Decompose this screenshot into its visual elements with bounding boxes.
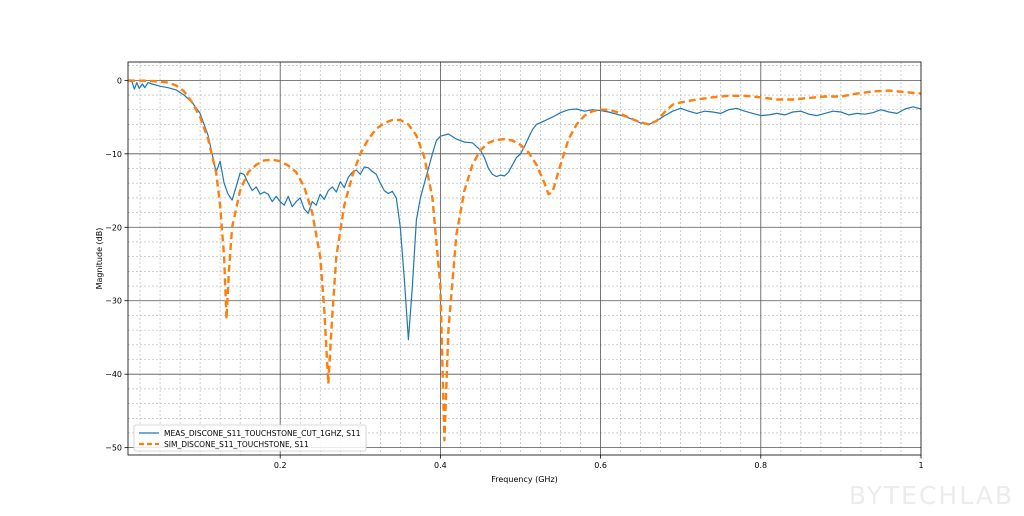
series-line-meas — [127, 79, 922, 341]
legend-label-sim: SIM_DISCONE_S11_TOUCHSTONE, S11 — [164, 440, 309, 449]
watermark-text: BYTECHLAB — [848, 481, 1014, 510]
x-tick-label: 1 — [918, 461, 923, 470]
axis-ticks: 0.2 0.4 0.6 0.8 1 0 −10 −20 −30 −40 −50 — [105, 76, 923, 470]
y-tick-label: −50 — [105, 444, 122, 453]
series-line-sim — [127, 79, 922, 442]
x-tick-label: 0.6 — [594, 461, 607, 470]
x-tick-label: 0.2 — [274, 461, 287, 470]
x-axis-title: Frequency (GHz) — [491, 475, 558, 484]
y-tick-label: −40 — [105, 370, 122, 379]
y-axis-title: Magnitude (dB) — [95, 228, 104, 290]
legend: MEAS_DISCONE_S11_TOUCHSTONE_CUT_1GHZ, S1… — [133, 424, 367, 452]
legend-box — [133, 424, 367, 452]
series-lines — [127, 79, 922, 442]
y-tick-label: −20 — [105, 223, 122, 232]
y-tick-label: −30 — [105, 297, 122, 306]
legend-label-meas: MEAS_DISCONE_S11_TOUCHSTONE_CUT_1GHZ, S1… — [164, 429, 361, 438]
grid — [128, 62, 921, 455]
y-tick-label: −10 — [105, 150, 122, 159]
x-tick-label: 0.8 — [754, 461, 767, 470]
y-tick-label: 0 — [117, 76, 122, 85]
plot-frame — [127, 61, 922, 456]
x-tick-label: 0.4 — [434, 461, 447, 470]
